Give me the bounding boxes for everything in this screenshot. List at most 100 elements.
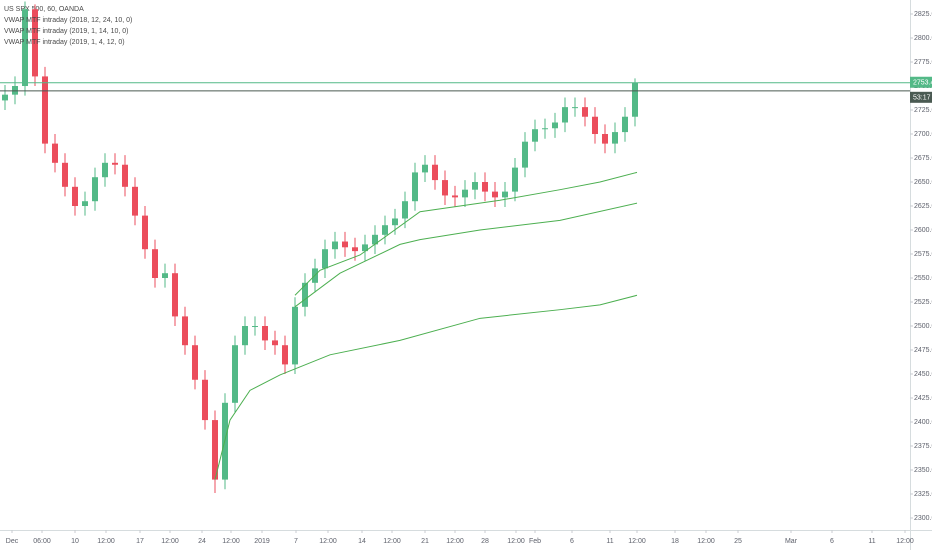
candle-body (582, 107, 588, 117)
candle-body (622, 116, 628, 133)
x-tick-label: 11 (606, 538, 613, 545)
candle-body (442, 180, 448, 196)
legend-entry: VWAP MTF intraday (2018, 12, 24, 10, 0) (4, 17, 132, 24)
candle-body (182, 316, 188, 346)
candle-body (502, 191, 508, 198)
x-tick-label: 12:00 (628, 538, 646, 545)
y-tick-label: 2350.0 (914, 467, 932, 474)
y-tick-label: 2675.0 (914, 155, 932, 162)
vwap-line (214, 294, 638, 480)
candle-body (342, 241, 348, 248)
y-tick-label: 2525.0 (914, 299, 932, 306)
candle-body (82, 201, 88, 207)
candle-body (392, 218, 398, 226)
x-tick-label: 06:00 (33, 538, 51, 545)
y-tick-label: 2825.0 (914, 11, 932, 18)
x-tick-label: Feb (529, 538, 541, 545)
y-tick-label: 2450.0 (914, 371, 932, 378)
candle-body (402, 201, 408, 219)
candle-body (132, 186, 138, 216)
candle-body (32, 9, 38, 77)
x-tick-label: 6 (830, 538, 834, 545)
candle-body (492, 191, 498, 198)
x-tick-label: 12:00 (222, 538, 240, 545)
y-tick-label: 2800.0 (914, 35, 932, 42)
x-tick-label: 12:00 (896, 538, 914, 545)
candle-body (632, 82, 638, 117)
x-tick-label: 25 (734, 538, 742, 545)
candle-body (172, 273, 178, 317)
vwap-line (294, 202, 638, 308)
candle-body (112, 162, 118, 165)
candle-body (202, 379, 208, 421)
candle-body (52, 143, 58, 163)
candle-body (92, 177, 98, 202)
candle-body (522, 141, 528, 168)
candle-body (22, 9, 28, 87)
candle-body (552, 122, 558, 129)
candle-body (322, 249, 328, 269)
candle-body (452, 195, 458, 198)
candle-body (482, 182, 488, 192)
x-tick-label: 12:00 (446, 538, 464, 545)
countdown-box (910, 91, 932, 103)
candle-body (242, 326, 248, 346)
x-tick-label: 11 (868, 538, 875, 545)
y-tick-label: 2650.0 (914, 179, 932, 186)
x-tick-label: 10 (71, 538, 79, 545)
x-tick-label: 6 (570, 538, 574, 545)
y-tick-label: 2600.0 (914, 227, 932, 234)
x-tick-label: 12:00 (161, 538, 179, 545)
x-tick-label: 12:00 (383, 538, 401, 545)
y-tick-label: 2375.0 (914, 443, 932, 450)
candle-body (532, 129, 538, 142)
candle-body (332, 241, 338, 250)
x-tick-label: 18 (671, 538, 679, 545)
candle-body (612, 132, 618, 144)
candle-body (42, 76, 48, 144)
x-tick-label: 12:00 (507, 538, 525, 545)
candle-body (122, 164, 128, 187)
y-tick-label: 2625.0 (914, 203, 932, 210)
y-tick-label: 2325.0 (914, 491, 932, 498)
x-tick-label: 12:00 (697, 538, 715, 545)
candle-body (272, 340, 278, 346)
candle-body (382, 225, 388, 235)
candle-body (102, 162, 108, 178)
candle-body (592, 116, 598, 135)
x-tick-label: 21 (421, 538, 429, 545)
last-price-box (910, 76, 932, 88)
candle-body (562, 107, 568, 123)
y-tick-label: 2725.0 (914, 107, 932, 114)
candle-body (542, 128, 548, 130)
candle-body (192, 345, 198, 380)
chart-title: US SPX 500, 60, OANDA (4, 6, 84, 13)
candle-body (212, 420, 218, 480)
y-tick-label: 2300.0 (914, 515, 932, 522)
candle-body (472, 182, 478, 190)
x-tick-label: 2019 (254, 538, 270, 545)
x-tick-label: Mar (785, 538, 798, 545)
candle-body (72, 186, 78, 207)
countdown-label: 53:17 (913, 95, 931, 102)
candle-body (302, 282, 308, 307)
candle-body (512, 167, 518, 192)
legend-entry: VWAP MTF intraday (2019, 1, 4, 12, 0) (4, 39, 125, 46)
candle-body (432, 164, 438, 181)
y-tick-label: 2550.0 (914, 275, 932, 282)
y-tick-label: 2500.0 (914, 323, 932, 330)
last-price-label: 2753.4 (913, 80, 932, 87)
candle-body (232, 345, 238, 403)
candle-body (262, 326, 268, 341)
x-tick-label: 24 (198, 538, 206, 545)
y-tick-label: 2400.0 (914, 419, 932, 426)
candle-body (462, 189, 468, 198)
x-tick-label: 14 (358, 538, 366, 545)
x-tick-label: 28 (481, 538, 489, 545)
candle-body (602, 134, 608, 144)
y-tick-label: 2425.0 (914, 395, 932, 402)
y-tick-label: 2575.0 (914, 251, 932, 258)
x-tick-label: 12:00 (97, 538, 115, 545)
y-tick-label: 2475.0 (914, 347, 932, 354)
x-tick-label: 7 (294, 538, 298, 545)
